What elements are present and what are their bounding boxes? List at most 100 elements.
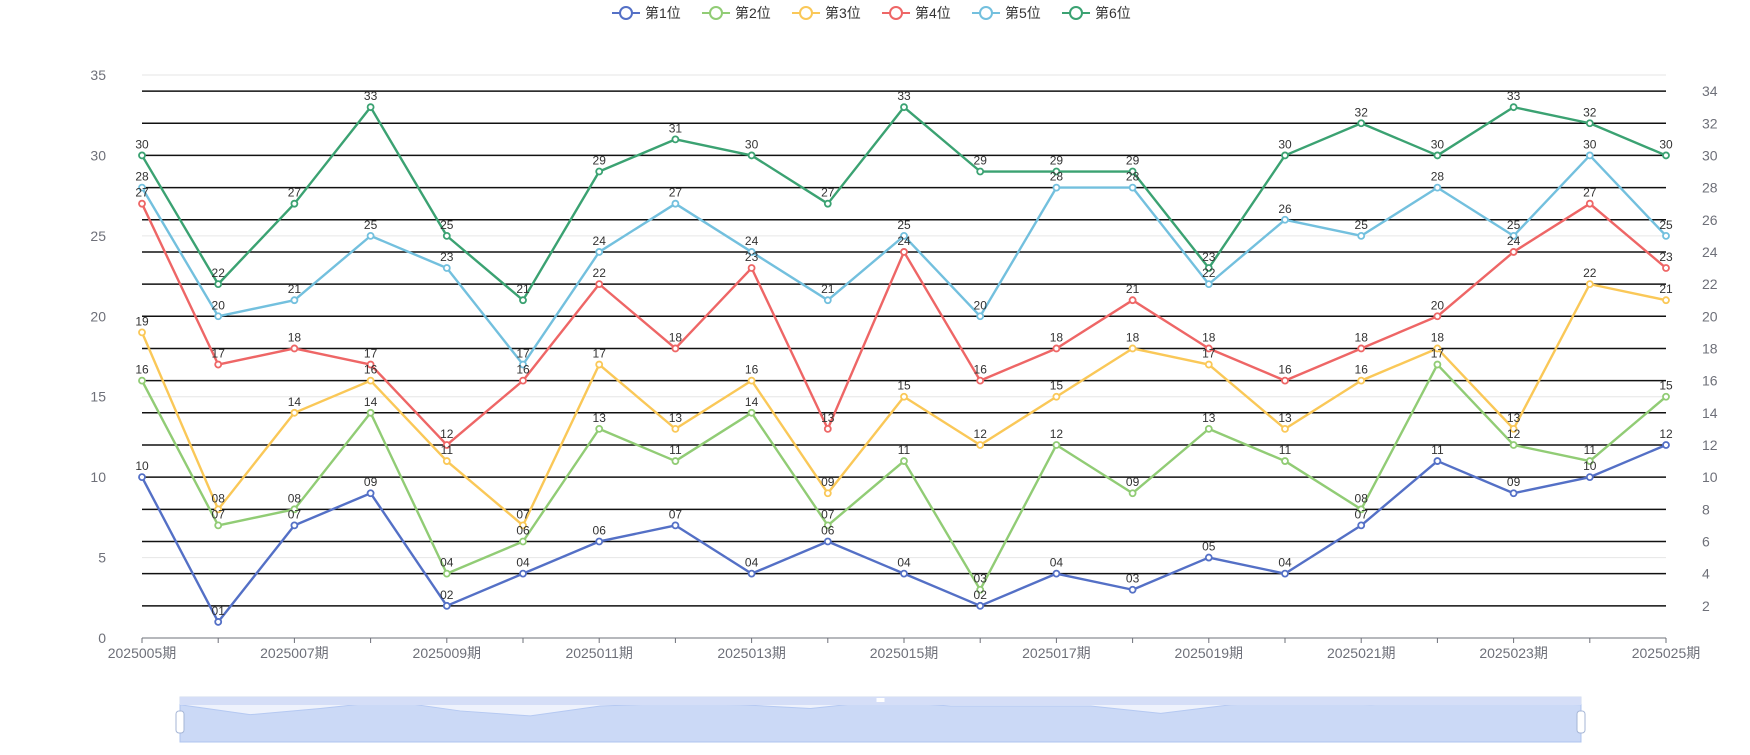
data-point[interactable] [138, 328, 146, 337]
data-point[interactable] [214, 505, 223, 514]
data-point[interactable] [519, 360, 527, 369]
data-point[interactable] [1433, 151, 1442, 160]
data-point[interactable] [747, 569, 756, 578]
data-point[interactable] [290, 521, 299, 530]
data-point[interactable] [1052, 167, 1061, 176]
data-point[interactable] [671, 344, 680, 353]
data-point[interactable] [366, 408, 375, 417]
data-point[interactable] [595, 360, 604, 369]
data-point[interactable] [1052, 183, 1061, 192]
data-point[interactable] [1433, 457, 1442, 465]
data-point[interactable] [519, 376, 527, 385]
data-point[interactable] [1128, 489, 1137, 498]
data-point[interactable] [1128, 296, 1137, 305]
data-point[interactable] [595, 167, 604, 176]
data-point[interactable] [1509, 489, 1518, 498]
data-point[interactable] [214, 280, 223, 289]
data-point[interactable] [1052, 344, 1061, 353]
data-point[interactable] [900, 457, 908, 465]
data-point[interactable] [1281, 215, 1289, 224]
zoom-handle-right[interactable] [1576, 710, 1586, 734]
data-point[interactable] [1357, 376, 1366, 385]
legend-item-2[interactable]: 第2位 [702, 5, 771, 21]
legend-item-5[interactable]: 第5位 [972, 5, 1041, 21]
data-point[interactable] [747, 264, 756, 272]
data-point[interactable] [823, 296, 832, 305]
data-point[interactable] [138, 183, 146, 192]
data-point[interactable] [1433, 344, 1442, 353]
data-point[interactable] [595, 248, 604, 256]
zoom-grip-icon[interactable] [876, 698, 885, 702]
data-point[interactable] [138, 199, 146, 208]
data-point[interactable] [366, 489, 375, 498]
data-point[interactable] [214, 312, 223, 321]
data-point[interactable] [519, 537, 527, 546]
data-point[interactable] [1585, 473, 1594, 482]
legend[interactable]: 第1位 第2位 第3位 第4位 第5位 第6位 [612, 5, 1131, 21]
data-point[interactable] [747, 248, 756, 256]
data-point[interactable] [1585, 199, 1594, 208]
data-point[interactable] [1052, 392, 1061, 401]
data-zoom-slider[interactable] [175, 696, 1586, 743]
data-point[interactable] [976, 312, 985, 321]
data-point[interactable] [976, 167, 985, 176]
data-point[interactable] [442, 264, 451, 272]
data-point[interactable] [1204, 344, 1213, 353]
data-point[interactable] [1128, 167, 1137, 176]
data-point[interactable] [823, 521, 832, 530]
data-point[interactable] [823, 537, 832, 546]
data-point[interactable] [1281, 424, 1289, 433]
data-point[interactable] [519, 569, 527, 578]
data-point[interactable] [138, 376, 146, 385]
data-point[interactable] [1509, 424, 1518, 433]
data-point[interactable] [1204, 280, 1213, 289]
legend-item-1[interactable]: 第1位 [612, 5, 681, 21]
data-point[interactable] [442, 601, 451, 610]
data-point[interactable] [671, 199, 680, 208]
data-point[interactable] [1052, 569, 1061, 578]
data-point[interactable] [976, 585, 985, 594]
data-point[interactable] [1433, 183, 1442, 192]
data-point[interactable] [290, 296, 299, 305]
data-point[interactable] [1281, 569, 1289, 578]
data-point[interactable] [1357, 231, 1366, 240]
data-point[interactable] [671, 135, 680, 144]
data-point[interactable] [1357, 344, 1366, 353]
data-point[interactable] [290, 199, 299, 208]
data-point[interactable] [1204, 424, 1213, 433]
data-point[interactable] [1509, 231, 1518, 240]
data-point[interactable] [138, 151, 146, 160]
data-point[interactable] [1357, 505, 1366, 514]
data-point[interactable] [1052, 441, 1061, 449]
data-point[interactable] [747, 408, 756, 417]
data-point[interactable] [671, 457, 680, 465]
data-point[interactable] [823, 199, 832, 208]
data-point[interactable] [519, 296, 527, 305]
data-point[interactable] [366, 103, 375, 112]
data-point[interactable] [1204, 264, 1213, 272]
data-point[interactable] [442, 457, 451, 465]
data-point[interactable] [747, 376, 756, 385]
data-point[interactable] [1357, 119, 1366, 128]
data-point[interactable] [214, 360, 223, 369]
data-point[interactable] [1281, 376, 1289, 385]
data-point[interactable] [1509, 103, 1518, 112]
data-point[interactable] [1662, 151, 1670, 160]
data-point[interactable] [290, 505, 299, 514]
data-point[interactable] [1433, 312, 1442, 321]
data-point[interactable] [1585, 457, 1594, 465]
data-point[interactable] [976, 376, 985, 385]
data-point[interactable] [1585, 151, 1594, 160]
data-point[interactable] [976, 601, 985, 610]
data-point[interactable] [747, 151, 756, 160]
data-point[interactable] [442, 231, 451, 240]
data-point[interactable] [900, 569, 908, 578]
data-point[interactable] [1585, 280, 1594, 289]
legend-item-6[interactable]: 第6位 [1062, 5, 1131, 21]
data-point[interactable] [1281, 457, 1289, 465]
data-point[interactable] [1509, 248, 1518, 256]
data-point[interactable] [595, 537, 604, 546]
data-point[interactable] [366, 360, 375, 369]
data-point[interactable] [900, 231, 908, 240]
data-point[interactable] [595, 424, 604, 433]
